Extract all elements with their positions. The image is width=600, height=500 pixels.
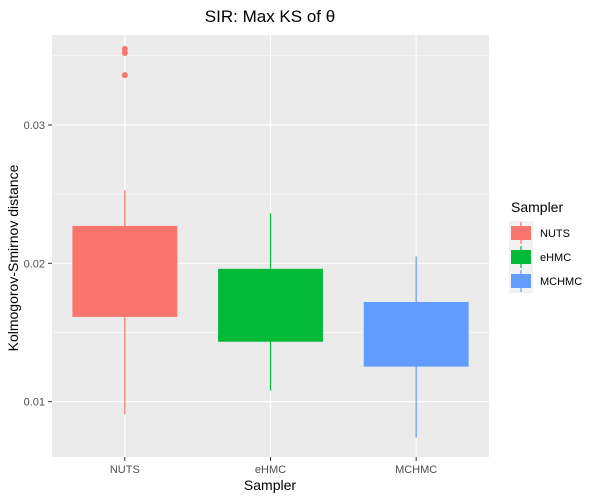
chart-title: SIR: Max KS of θ (205, 7, 335, 26)
y-tick-label: 0.02 (24, 258, 45, 270)
box-nuts (72, 45, 178, 415)
legend-key-swatch (511, 250, 531, 264)
legend-title: Sampler (511, 199, 563, 215)
legend-label: NUTS (540, 228, 570, 240)
legend-key-mchmc (509, 269, 533, 293)
x-tick-label: MCHMC (395, 464, 437, 476)
y-tick-label: 0.03 (24, 120, 45, 132)
boxes (72, 45, 469, 438)
x-tick-label: NUTS (110, 464, 140, 476)
box-mchmc (363, 256, 469, 438)
box-iqr (72, 225, 178, 316)
y-axis: 0.01 0.02 0.03 (24, 120, 52, 409)
legend-label: MCHMC (540, 276, 582, 288)
outlier-point (121, 45, 128, 52)
legend-label: eHMC (540, 252, 571, 264)
box-iqr (218, 268, 323, 341)
legend-key-swatch (511, 226, 531, 240)
outlier-point (121, 49, 128, 56)
box-iqr (363, 302, 469, 366)
y-tick-label: 0.01 (24, 397, 45, 409)
x-tick-label: eHMC (255, 464, 286, 476)
legend-key-nuts (509, 221, 533, 245)
outlier-point (121, 72, 128, 79)
x-axis: NUTS eHMC MCHMC (110, 457, 437, 476)
legend: Sampler NUTS eHMC MCHMC (509, 199, 582, 293)
legend-key-ehmc (509, 245, 533, 269)
x-axis-title: Sampler (244, 477, 296, 493)
legend-key-swatch (511, 274, 531, 288)
y-axis-title: Kolmogorov-Smirnov distance (5, 164, 21, 351)
box-ehmc (218, 213, 323, 391)
